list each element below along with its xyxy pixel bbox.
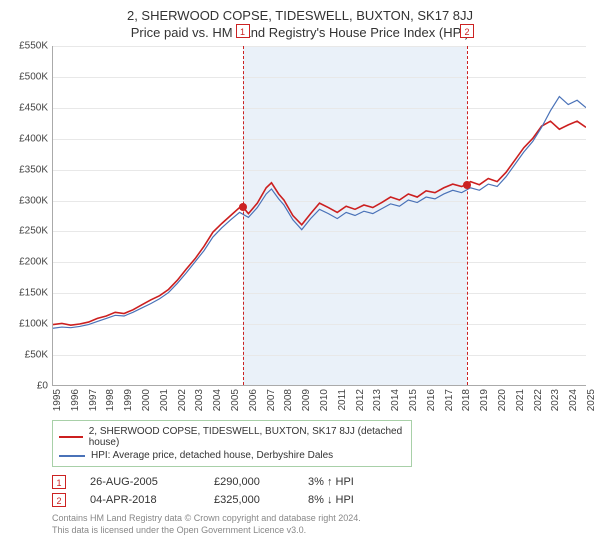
x-tick-label: 2007	[266, 389, 277, 411]
y-tick-label: £300K	[19, 195, 48, 206]
footer-line1: Contains HM Land Registry data © Crown c…	[52, 513, 590, 525]
y-tick-label: £0	[37, 381, 48, 392]
marker-label: 1	[236, 24, 250, 38]
x-tick-label: 2015	[408, 389, 419, 411]
x-tick-label: 1998	[105, 389, 116, 411]
y-tick-label: £450K	[19, 102, 48, 113]
x-tick-label: 2006	[248, 389, 259, 411]
x-tick-label: 1999	[123, 389, 134, 411]
x-tick-label: 1995	[52, 389, 63, 411]
marker-line	[243, 46, 244, 385]
marker-label: 2	[460, 24, 474, 38]
transaction-row: 1 26-AUG-2005 £290,000 3% ↑ HPI	[52, 475, 590, 489]
marker-dot	[239, 203, 247, 211]
x-tick-label: 2016	[426, 389, 437, 411]
transaction-row: 2 04-APR-2018 £325,000 8% ↓ HPI	[52, 493, 590, 507]
x-tick-label: 2008	[283, 389, 294, 411]
transaction-delta: 3% ↑ HPI	[308, 476, 354, 488]
title-main: 2, SHERWOOD COPSE, TIDESWELL, BUXTON, SK…	[10, 8, 590, 23]
y-tick-label: £100K	[19, 319, 48, 330]
series-hpi	[53, 97, 586, 329]
transaction-date: 26-AUG-2005	[90, 476, 190, 488]
y-tick-label: £150K	[19, 288, 48, 299]
x-tick-label: 2012	[355, 389, 366, 411]
x-tick-label: 2021	[515, 389, 526, 411]
x-tick-label: 2014	[390, 389, 401, 411]
x-tick-label: 2024	[568, 389, 579, 411]
legend-item: 2, SHERWOOD COPSE, TIDESWELL, BUXTON, SK…	[59, 425, 405, 449]
x-tick-label: 2009	[301, 389, 312, 411]
transaction-price: £325,000	[214, 494, 284, 506]
x-axis: 1995 1996 1997 1998 1999 2000 2001 2002 2003 2004…	[52, 386, 586, 416]
marker-dot	[463, 181, 471, 189]
x-tick-label: 2002	[177, 389, 188, 411]
plot-area: 12	[52, 46, 586, 386]
y-tick-label: £550K	[19, 41, 48, 52]
y-tick-label: £400K	[19, 133, 48, 144]
legend-swatch	[59, 455, 85, 457]
series-price_paid	[53, 121, 586, 325]
legend-item: HPI: Average price, detached house, Derb…	[59, 449, 405, 462]
x-tick-label: 2005	[230, 389, 241, 411]
transaction-marker: 1	[52, 475, 66, 489]
transaction-date: 04-APR-2018	[90, 494, 190, 506]
x-tick-label: 2022	[533, 389, 544, 411]
y-axis: £0£50K£100K£150K£200K£250K£300K£350K£400…	[10, 46, 52, 386]
y-tick-label: £200K	[19, 257, 48, 268]
x-tick-label: 2000	[141, 389, 152, 411]
x-tick-label: 2001	[159, 389, 170, 411]
legend-label: HPI: Average price, detached house, Derb…	[91, 450, 333, 461]
y-tick-label: £500K	[19, 71, 48, 82]
x-tick-label: 2020	[497, 389, 508, 411]
transaction-marker: 2	[52, 493, 66, 507]
x-tick-label: 2010	[319, 389, 330, 411]
y-tick-label: £350K	[19, 164, 48, 175]
legend-swatch	[59, 436, 83, 438]
footer-line2: This data is licensed under the Open Gov…	[52, 525, 590, 537]
x-tick-label: 2011	[337, 389, 348, 411]
chart-title-block: 2, SHERWOOD COPSE, TIDESWELL, BUXTON, SK…	[10, 8, 590, 40]
legend: 2, SHERWOOD COPSE, TIDESWELL, BUXTON, SK…	[52, 420, 412, 467]
x-tick-label: 1996	[70, 389, 81, 411]
x-tick-label: 1997	[88, 389, 99, 411]
x-tick-label: 2017	[444, 389, 455, 411]
x-tick-label: 2018	[461, 389, 472, 411]
line-series-svg	[53, 46, 586, 385]
x-tick-label: 2004	[212, 389, 223, 411]
title-sub: Price paid vs. HM Land Registry's House …	[10, 25, 590, 40]
x-tick-label: 2003	[194, 389, 205, 411]
marker-line	[467, 46, 468, 385]
transaction-price: £290,000	[214, 476, 284, 488]
footer: Contains HM Land Registry data © Crown c…	[52, 513, 590, 536]
chart: £0 £50K £100K £150K £200K £250K £300K £350K £400…	[10, 46, 590, 416]
y-tick-label: £250K	[19, 226, 48, 237]
x-tick-label: 2013	[372, 389, 383, 411]
transaction-delta: 8% ↓ HPI	[308, 494, 354, 506]
y-tick-label: £50K	[25, 350, 48, 361]
x-tick-label: 2025	[586, 389, 597, 411]
x-tick-label: 2019	[479, 389, 490, 411]
x-tick-label: 2023	[550, 389, 561, 411]
transactions: 1 26-AUG-2005 £290,000 3% ↑ HPI 2 04-APR-2018…	[52, 475, 590, 507]
legend-label: 2, SHERWOOD COPSE, TIDESWELL, BUXTON, SK…	[89, 426, 405, 448]
